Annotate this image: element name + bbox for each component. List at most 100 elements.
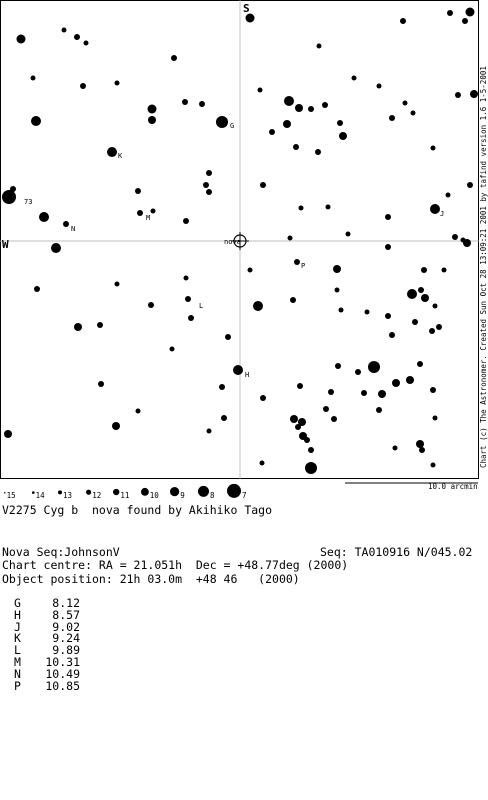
star bbox=[183, 275, 189, 281]
legend-dot bbox=[198, 485, 209, 497]
star bbox=[31, 116, 41, 126]
nova-label: nova bbox=[224, 238, 241, 246]
star bbox=[416, 440, 424, 448]
star bbox=[114, 80, 120, 86]
star bbox=[257, 87, 263, 93]
comp-star-row: L 9.89 bbox=[14, 643, 80, 658]
star bbox=[80, 83, 86, 89]
star bbox=[315, 149, 321, 155]
star bbox=[219, 384, 225, 390]
star bbox=[298, 418, 306, 426]
comp-star-row: J 9.02 bbox=[14, 621, 80, 634]
star bbox=[322, 102, 328, 108]
orientation-label-left: W bbox=[2, 238, 9, 251]
star bbox=[83, 40, 89, 46]
star bbox=[421, 267, 427, 273]
sequence-name: Nova Seq:JohnsonV bbox=[2, 545, 120, 559]
star bbox=[260, 395, 266, 401]
star bbox=[385, 244, 391, 250]
legend-dot bbox=[227, 483, 241, 498]
legend-mag-label: 7 bbox=[242, 491, 247, 500]
star bbox=[293, 144, 299, 150]
star bbox=[61, 27, 67, 33]
star bbox=[253, 301, 263, 311]
legend-mag-label: 13 bbox=[63, 491, 72, 500]
star bbox=[206, 189, 212, 195]
star bbox=[295, 104, 303, 112]
star bbox=[148, 116, 156, 124]
star bbox=[305, 462, 317, 474]
comp-star-row: H 8.57 bbox=[14, 607, 80, 622]
star bbox=[333, 265, 341, 273]
comp-star-mag: 10.85 bbox=[45, 678, 80, 693]
star bbox=[412, 319, 418, 325]
legend-mag-label: 10 bbox=[150, 491, 160, 500]
star bbox=[392, 445, 398, 451]
comp-star-labels: G H J K L M N P 73 bbox=[24, 122, 444, 379]
star bbox=[188, 315, 194, 321]
star bbox=[137, 210, 143, 216]
star bbox=[34, 286, 40, 292]
credit-text: Chart (c) The Astronomer. Created Sun Oc… bbox=[479, 66, 488, 468]
star bbox=[338, 307, 344, 313]
comp-label-p: P bbox=[301, 262, 305, 270]
finder-chart: S W nova G H J K L M N P 73 Chart (c) Th… bbox=[0, 0, 488, 500]
comp-label-h: H bbox=[245, 371, 249, 379]
star bbox=[97, 322, 103, 328]
comp-star-row: N 10.49 bbox=[14, 666, 80, 681]
star bbox=[361, 390, 367, 396]
star bbox=[135, 188, 141, 194]
star bbox=[269, 129, 275, 135]
star bbox=[308, 106, 314, 112]
star bbox=[297, 383, 303, 389]
star bbox=[247, 267, 253, 273]
star bbox=[112, 422, 120, 430]
star bbox=[295, 424, 301, 430]
comp-star-mag: 9.24 bbox=[52, 631, 80, 646]
legend-dot bbox=[32, 491, 35, 494]
star bbox=[419, 447, 425, 453]
legend-mag-label: 9 bbox=[180, 491, 185, 500]
star bbox=[385, 313, 391, 319]
star bbox=[16, 34, 26, 44]
star bbox=[39, 212, 49, 222]
star bbox=[74, 34, 80, 40]
comp-label-j: J bbox=[440, 210, 444, 218]
star bbox=[185, 296, 191, 302]
comp-star-row: M 10.31 bbox=[14, 656, 80, 669]
star bbox=[376, 407, 382, 413]
comp-star-label: N bbox=[14, 666, 21, 681]
star bbox=[259, 460, 265, 466]
star bbox=[216, 116, 228, 128]
star bbox=[316, 43, 322, 49]
star bbox=[169, 346, 175, 352]
comp-star-label: P bbox=[14, 678, 21, 693]
star bbox=[445, 192, 451, 198]
star bbox=[183, 218, 189, 224]
star bbox=[233, 365, 243, 375]
star-label-73: 73 bbox=[24, 198, 32, 206]
comp-label-m: M bbox=[146, 214, 150, 222]
star bbox=[463, 239, 471, 247]
star bbox=[364, 309, 370, 315]
comp-star-mag: 9.89 bbox=[52, 643, 80, 658]
star bbox=[328, 389, 334, 395]
star bbox=[30, 75, 36, 81]
comp-star-mag: 8.57 bbox=[52, 607, 80, 622]
star bbox=[351, 75, 357, 81]
star bbox=[447, 10, 453, 16]
star bbox=[467, 182, 473, 188]
star bbox=[4, 430, 12, 438]
star bbox=[389, 332, 395, 338]
star bbox=[436, 324, 442, 330]
star bbox=[462, 18, 468, 24]
comp-star-label: H bbox=[14, 607, 21, 622]
orientation-label-top: S bbox=[243, 2, 250, 15]
star bbox=[107, 147, 117, 157]
legend-mag-label: 8 bbox=[210, 491, 215, 500]
star bbox=[283, 120, 291, 128]
star bbox=[260, 182, 266, 188]
star bbox=[10, 186, 16, 192]
star bbox=[290, 297, 296, 303]
star bbox=[150, 208, 156, 214]
